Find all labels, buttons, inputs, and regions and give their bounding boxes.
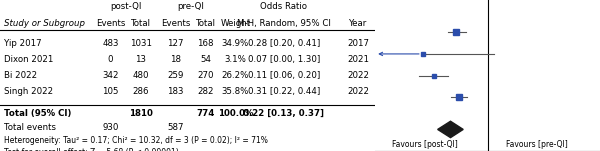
Text: Odds Ratio: Odds Ratio <box>260 2 307 11</box>
Text: Total (95% CI): Total (95% CI) <box>4 109 71 118</box>
Text: Test for overall effect: Z = 5.68 (P < 0.00001): Test for overall effect: Z = 5.68 (P < 0… <box>4 148 179 151</box>
Text: 0.22 [0.13, 0.37]: 0.22 [0.13, 0.37] <box>244 109 325 118</box>
Text: 0.31 [0.22, 0.44]: 0.31 [0.22, 0.44] <box>248 87 320 96</box>
Text: Events: Events <box>96 19 125 28</box>
Text: 35.8%: 35.8% <box>222 87 249 96</box>
Text: 13: 13 <box>135 55 146 64</box>
Text: Heterogeneity: Tau² = 0.17; Chi² = 10.32, df = 3 (P = 0.02); I² = 71%: Heterogeneity: Tau² = 0.17; Chi² = 10.32… <box>4 136 268 145</box>
Text: 2021: 2021 <box>347 55 369 64</box>
Text: 342: 342 <box>103 71 119 80</box>
Text: Dixon 2021: Dixon 2021 <box>4 55 53 64</box>
Text: Singh 2022: Singh 2022 <box>4 87 53 96</box>
Text: 0.11 [0.06, 0.20]: 0.11 [0.06, 0.20] <box>248 71 320 80</box>
Text: post-QI: post-QI <box>110 2 142 11</box>
Text: 270: 270 <box>197 71 214 80</box>
Text: Total events: Total events <box>4 123 56 132</box>
Text: 0: 0 <box>108 55 113 64</box>
Polygon shape <box>437 121 463 138</box>
Text: 1810: 1810 <box>128 109 152 118</box>
Text: 774: 774 <box>196 109 215 118</box>
Text: Yip 2017: Yip 2017 <box>4 39 41 48</box>
Text: pre-QI: pre-QI <box>177 2 204 11</box>
Text: 183: 183 <box>167 87 184 96</box>
Text: 259: 259 <box>167 71 184 80</box>
Text: 286: 286 <box>133 87 149 96</box>
Text: 100.0%: 100.0% <box>218 109 253 118</box>
Text: Events: Events <box>161 19 190 28</box>
Text: 2022: 2022 <box>347 87 369 96</box>
Text: 26.2%: 26.2% <box>222 71 249 80</box>
Text: 587: 587 <box>167 123 184 132</box>
Text: 168: 168 <box>197 39 214 48</box>
Text: 3.1%: 3.1% <box>224 55 247 64</box>
Text: Total: Total <box>196 19 215 28</box>
Text: 282: 282 <box>197 87 214 96</box>
Text: 2022: 2022 <box>347 71 369 80</box>
Text: 0.07 [0.00, 1.30]: 0.07 [0.00, 1.30] <box>248 55 320 64</box>
Text: 18: 18 <box>170 55 181 64</box>
Text: Year: Year <box>349 19 367 28</box>
Text: Study or Subgroup: Study or Subgroup <box>4 19 85 28</box>
Text: 2017: 2017 <box>347 39 369 48</box>
Text: Favours [pre-QI]: Favours [pre-QI] <box>506 140 568 149</box>
Text: Total: Total <box>131 19 151 28</box>
Text: 480: 480 <box>133 71 149 80</box>
Text: Bi 2022: Bi 2022 <box>4 71 37 80</box>
Text: 127: 127 <box>167 39 184 48</box>
Text: 1031: 1031 <box>130 39 152 48</box>
Text: 483: 483 <box>103 39 119 48</box>
Text: 34.9%: 34.9% <box>222 39 249 48</box>
Text: Weight: Weight <box>220 19 251 28</box>
Text: 0.28 [0.20, 0.41]: 0.28 [0.20, 0.41] <box>248 39 320 48</box>
Text: 105: 105 <box>103 87 119 96</box>
Text: Favours [post-QI]: Favours [post-QI] <box>392 140 457 149</box>
Text: 930: 930 <box>103 123 119 132</box>
Text: M-H, Random, 95% CI: M-H, Random, 95% CI <box>237 19 331 28</box>
Text: 54: 54 <box>200 55 211 64</box>
